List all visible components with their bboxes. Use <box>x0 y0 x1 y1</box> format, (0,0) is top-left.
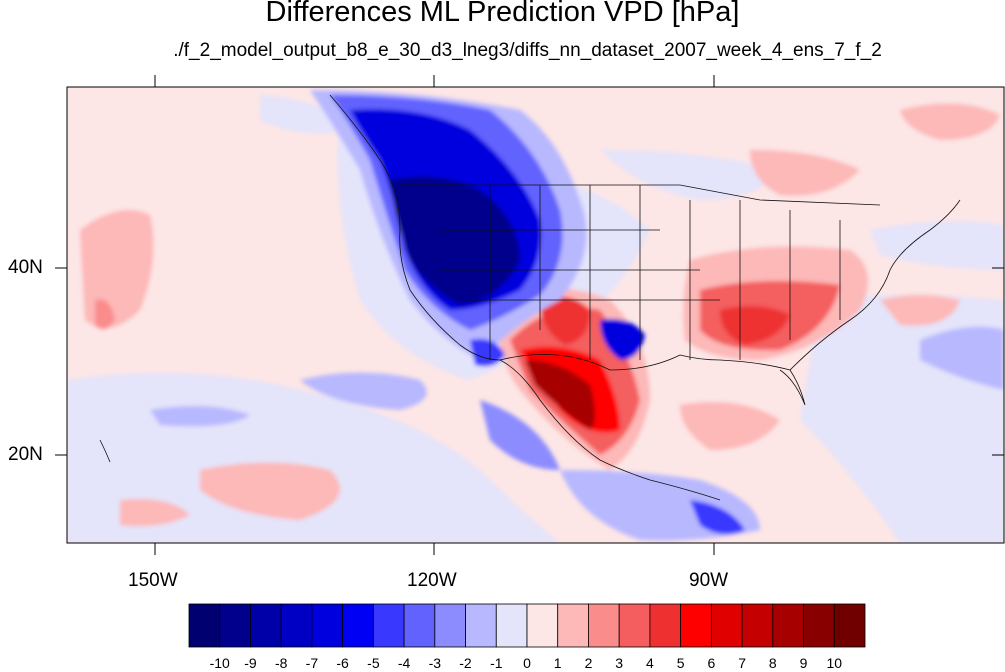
colorbar-box <box>772 603 804 648</box>
colorbar-box <box>557 603 589 648</box>
colorbar-box <box>710 603 743 648</box>
colorbar-box <box>495 603 528 648</box>
colorbar-label: 10 <box>826 655 843 671</box>
colorbar-label: 3 <box>615 655 624 671</box>
colorbar-box <box>649 603 682 648</box>
colorbar-box <box>188 603 221 648</box>
lon-tick-90w: 90W <box>689 570 729 591</box>
colorbar-box <box>342 603 374 648</box>
boundary-lines <box>99 94 961 501</box>
lon-tick-150w: 150W <box>128 570 178 591</box>
colorbar-label: 8 <box>768 655 777 671</box>
colorbar-label: -9 <box>244 655 257 671</box>
contour-fill-layer <box>67 87 1004 543</box>
colorbar-box <box>311 603 344 648</box>
colorbar-label: 2 <box>584 655 593 671</box>
colorbar-box <box>618 603 651 648</box>
colorbar-label: -4 <box>397 655 411 671</box>
colorbar-box <box>434 603 466 648</box>
colorbar-box <box>588 603 620 648</box>
colorbar-label: -10 <box>209 655 230 671</box>
colorbar-label: 6 <box>707 655 716 671</box>
lon-tick-120w: 120W <box>407 570 457 591</box>
colorbar-label: 9 <box>799 655 808 671</box>
colorbar-label: -3 <box>428 655 442 671</box>
lat-tick-40n: 40N <box>8 257 43 278</box>
colorbar-label: 5 <box>676 655 685 671</box>
colorbar-box <box>741 603 774 648</box>
colorbar-box <box>803 603 835 648</box>
axis-ticks <box>55 75 1004 555</box>
colorbar-label: 4 <box>645 655 654 671</box>
colorbar-label: 1 <box>553 655 562 671</box>
colorbar-box <box>403 603 436 648</box>
lat-tick-20n: 20N <box>8 444 43 465</box>
colorbar-label: -5 <box>367 655 380 671</box>
colorbar-box <box>372 603 405 648</box>
colorbar-label: -2 <box>459 655 472 671</box>
map-subtitle: ./f_2_model_output_b8_e_30_d3_lneg3/diff… <box>173 40 882 61</box>
colorbar-box <box>465 603 497 648</box>
colorbar-label: 7 <box>738 655 746 671</box>
colorbar-label: -7 <box>305 655 319 671</box>
colorbar-box <box>526 603 559 648</box>
colorbar-label: -8 <box>274 655 288 671</box>
colorbar <box>188 603 866 648</box>
colorbar-label: 0 <box>523 655 531 671</box>
colorbar-box <box>833 603 866 648</box>
colorbar-box <box>280 603 313 648</box>
colorbar-label: -6 <box>336 655 349 671</box>
colorbar-label: -1 <box>490 655 503 671</box>
colorbar-box <box>250 603 282 648</box>
map-frame <box>66 86 1005 544</box>
colorbar-box <box>219 603 251 648</box>
colorbar-box <box>680 603 712 648</box>
map-title: Differences ML Prediction VPD [hPa] <box>265 0 740 28</box>
